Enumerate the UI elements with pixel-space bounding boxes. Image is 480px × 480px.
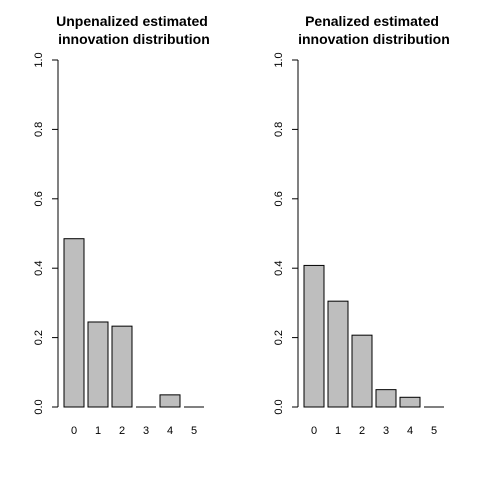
x-tick-label: 4 bbox=[167, 425, 173, 437]
plot-area: 0.0 0.2 0.4 0.6 0.8 1.0 0 1 2 3 4 5 bbox=[33, 52, 204, 437]
x-tick-label: 3 bbox=[143, 425, 149, 437]
x-tick-label: 5 bbox=[431, 425, 437, 437]
y-tick-label: 1.0 bbox=[273, 52, 285, 67]
y-tick-label: 0.4 bbox=[273, 261, 285, 276]
x-tick-label: 2 bbox=[119, 425, 125, 437]
bar bbox=[375, 389, 397, 408]
y-tick-label: 0.8 bbox=[273, 122, 285, 137]
y-tick-label: 0.6 bbox=[273, 191, 285, 206]
x-tick-label: 2 bbox=[359, 425, 365, 437]
x-tick-label: 0 bbox=[71, 425, 77, 437]
bar bbox=[399, 396, 421, 408]
x-tick-label: 4 bbox=[407, 425, 413, 437]
x-tick-label: 5 bbox=[191, 425, 197, 437]
chart-title-line-2: innovation distribution bbox=[54, 31, 210, 47]
x-tick-label: 1 bbox=[335, 425, 341, 437]
y-tick-label: 0.4 bbox=[33, 261, 45, 276]
chart-panel-unpenalized: Unpenalized estimated innovation distrib… bbox=[33, 13, 210, 437]
x-tick-label: 3 bbox=[383, 425, 389, 437]
y-tick-label: 0.8 bbox=[33, 122, 45, 137]
bar bbox=[303, 264, 325, 408]
y-tick-label: 0.2 bbox=[33, 330, 45, 345]
chart-title-line-1: Unpenalized estimated bbox=[56, 13, 208, 29]
bar bbox=[159, 394, 181, 408]
bar bbox=[111, 325, 133, 408]
y-tick-label: 0.6 bbox=[33, 191, 45, 206]
bar bbox=[327, 300, 349, 408]
y-tick-label: 0.0 bbox=[273, 399, 285, 414]
plot-area: 0.0 0.2 0.4 0.6 0.8 1.0 0 1 2 3 4 5 bbox=[273, 52, 444, 437]
y-tick-label: 1.0 bbox=[33, 52, 45, 67]
y-tick-label: 0.2 bbox=[273, 330, 285, 345]
bar bbox=[351, 334, 373, 408]
x-tick-label: 1 bbox=[95, 425, 101, 437]
bar bbox=[87, 321, 109, 408]
chart-title-line-1: Penalized estimated bbox=[305, 13, 439, 29]
chart-title-line-2: innovation distribution bbox=[294, 31, 450, 47]
y-tick-label: 0.0 bbox=[33, 399, 45, 414]
x-tick-label: 0 bbox=[311, 425, 317, 437]
chart-panel-penalized: Penalized estimated innovation distribut… bbox=[273, 13, 450, 437]
bar bbox=[63, 238, 85, 408]
